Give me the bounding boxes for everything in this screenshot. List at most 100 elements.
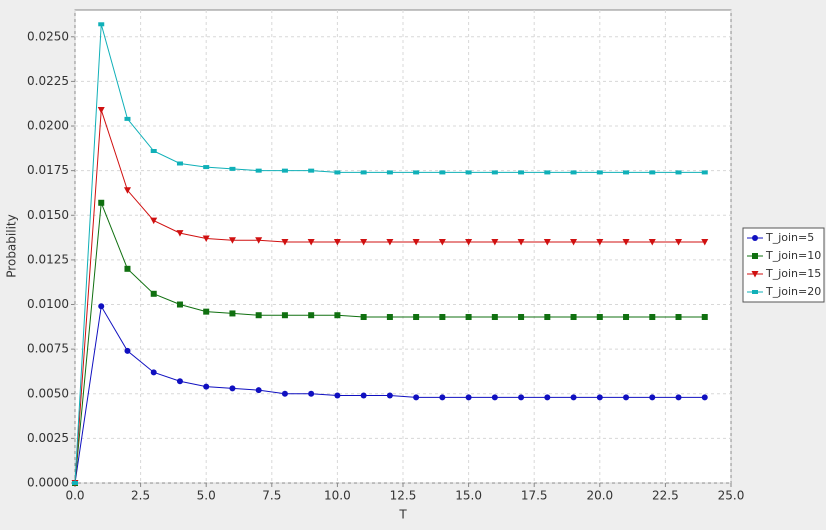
marker — [333, 239, 341, 246]
marker — [176, 161, 183, 166]
marker — [98, 303, 105, 310]
marker — [203, 165, 210, 170]
marker — [570, 314, 577, 321]
marker — [701, 314, 708, 321]
marker — [544, 170, 551, 175]
marker — [413, 170, 420, 175]
marker — [413, 314, 420, 321]
marker — [465, 314, 472, 321]
marker — [360, 314, 367, 321]
marker — [544, 394, 551, 401]
marker — [202, 235, 210, 242]
marker — [150, 149, 157, 154]
marker — [438, 239, 446, 246]
x-tick-label: 20.0 — [586, 489, 613, 503]
x-tick-label: 0.0 — [65, 489, 84, 503]
x-tick-label: 5.0 — [197, 489, 216, 503]
marker — [150, 217, 158, 225]
marker — [701, 170, 708, 175]
marker — [412, 239, 420, 246]
marker — [72, 481, 78, 485]
y-tick-label: 0.0150 — [27, 208, 69, 222]
y-tick-label: 0.0025 — [27, 431, 69, 445]
marker — [255, 312, 262, 319]
marker — [203, 383, 210, 390]
marker — [334, 170, 341, 175]
marker — [124, 116, 131, 121]
x-tick-label: 12.5 — [390, 489, 417, 503]
marker — [491, 170, 498, 175]
marker — [570, 239, 578, 246]
x-tick-label: 15.0 — [455, 489, 482, 503]
marker — [123, 187, 131, 194]
legend-label: T_join=20 — [765, 285, 821, 298]
y-tick-label: 0.0000 — [27, 476, 69, 490]
marker — [596, 314, 603, 321]
marker — [623, 394, 630, 401]
x-tick-label: 10.0 — [324, 489, 351, 503]
marker — [649, 314, 656, 321]
legend-label: T_join=5 — [765, 231, 814, 244]
marker — [360, 392, 367, 399]
y-tick-label: 0.0250 — [27, 29, 69, 43]
marker — [675, 394, 682, 401]
marker — [701, 239, 709, 246]
marker — [334, 312, 341, 319]
marker — [281, 239, 289, 246]
marker — [491, 394, 498, 401]
marker — [596, 394, 603, 401]
marker — [596, 170, 603, 175]
marker — [176, 378, 183, 385]
marker — [465, 394, 472, 401]
legend-label: T_join=10 — [765, 249, 821, 262]
marker — [623, 170, 630, 175]
marker — [622, 239, 630, 246]
marker — [98, 199, 105, 206]
marker — [386, 239, 394, 246]
marker — [596, 239, 604, 246]
marker — [752, 290, 758, 294]
y-tick-label: 0.0100 — [27, 297, 69, 311]
y-tick-label: 0.0075 — [27, 342, 69, 356]
y-tick-label: 0.0050 — [27, 386, 69, 400]
marker — [255, 168, 262, 173]
marker — [491, 314, 498, 321]
marker — [518, 314, 525, 321]
marker — [570, 170, 577, 175]
y-tick-label: 0.0200 — [27, 119, 69, 133]
marker — [701, 394, 708, 401]
marker — [413, 394, 420, 401]
marker — [439, 314, 446, 321]
marker — [570, 394, 577, 401]
marker — [752, 235, 758, 241]
marker — [465, 239, 473, 246]
marker — [150, 290, 157, 297]
marker — [281, 312, 288, 319]
x-tick-label: 22.5 — [652, 489, 679, 503]
marker — [439, 170, 446, 175]
marker — [229, 310, 236, 317]
marker — [386, 392, 393, 399]
marker — [649, 170, 656, 175]
marker — [97, 106, 105, 114]
y-tick-label: 0.0175 — [27, 163, 69, 177]
marker — [255, 387, 262, 394]
marker — [491, 239, 499, 246]
marker — [307, 239, 315, 246]
x-tick-label: 2.5 — [131, 489, 150, 503]
marker — [518, 170, 525, 175]
marker — [675, 314, 682, 321]
marker — [517, 239, 525, 246]
marker — [124, 265, 131, 272]
y-tick-label: 0.0125 — [27, 252, 69, 266]
marker — [439, 394, 446, 401]
marker — [518, 394, 525, 401]
marker — [308, 168, 315, 173]
marker — [176, 301, 183, 308]
marker — [281, 168, 288, 173]
marker — [623, 314, 630, 321]
x-tick-label: 17.5 — [521, 489, 548, 503]
marker — [751, 271, 759, 278]
y-axis-label: Probability — [5, 214, 19, 277]
